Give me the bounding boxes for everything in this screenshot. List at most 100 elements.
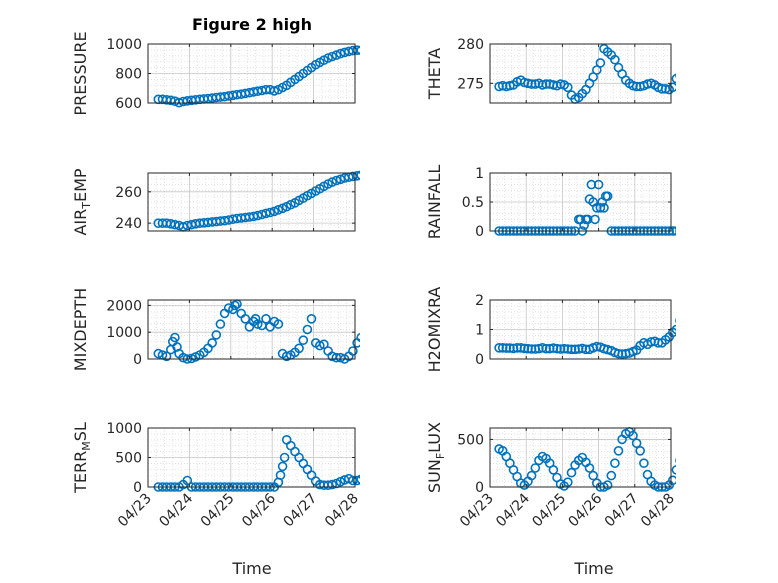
data-point (595, 58, 606, 68)
subplot-grid: 600 800 1000 PRESSURE 275 280 THETA 240260AIRTE… (71, 31, 678, 530)
data-point (352, 45, 360, 55)
data-point (302, 324, 313, 335)
data-point (265, 207, 275, 218)
subplot-rainfall: 0 0.5 1 RAINFALL (425, 165, 676, 240)
data-point (668, 82, 676, 93)
y-tick-label: 500 (115, 451, 142, 467)
data-point (335, 48, 346, 59)
data-point (610, 458, 620, 469)
data-point (331, 50, 342, 60)
ylabel: H2OMIXRA (425, 287, 444, 373)
y-tick-label: 240 (115, 216, 142, 232)
data-point (252, 319, 263, 329)
subplot-air-temp: 240 260 AIRTEMP (71, 168, 360, 236)
ylabel: AIRTEMP (71, 168, 93, 235)
marker-series (494, 317, 676, 359)
y-tick-label: 1000 (106, 421, 142, 437)
data-point (635, 445, 646, 456)
data-point (211, 330, 222, 340)
y-tick-label: 1000 (106, 325, 142, 341)
data-point (586, 179, 597, 190)
data-point (331, 175, 342, 186)
data-point (505, 80, 515, 91)
data-point (671, 465, 676, 475)
ylabel: PRESSURE (71, 31, 90, 115)
data-point (562, 82, 573, 93)
ylabel: THETA (425, 48, 444, 100)
data-point (562, 477, 573, 488)
y-tick-label: 1000 (106, 37, 142, 53)
data-point (170, 219, 180, 230)
xlabel-left: Time (231, 559, 271, 578)
data-point (595, 203, 606, 213)
data-point (277, 461, 288, 472)
plot-area (148, 173, 355, 231)
data-point (631, 438, 642, 449)
data-point (599, 203, 609, 213)
data-point (281, 351, 292, 362)
data-point (170, 332, 180, 343)
marker-series (494, 43, 676, 104)
data-point (348, 346, 358, 356)
data-point (261, 313, 271, 324)
data-point (279, 452, 290, 463)
data-point (356, 45, 360, 55)
data-point (215, 319, 226, 329)
y-tick-label: 0 (133, 480, 142, 496)
data-point (240, 313, 251, 324)
data-point (207, 338, 217, 348)
data-point (497, 80, 508, 91)
axes-box (147, 172, 356, 232)
data-point (327, 479, 338, 490)
data-point (530, 463, 541, 473)
data-point (166, 95, 176, 106)
data-point (306, 313, 317, 324)
subplot-pressure: 600 800 1000 PRESSURE (71, 31, 360, 116)
figure-title: Figure 2 high (192, 15, 312, 34)
data-point (314, 340, 325, 351)
y-tick-label: 275 (457, 76, 484, 92)
marker-series (153, 170, 360, 232)
y-tick-label: 0 (475, 352, 484, 368)
axes-box (489, 427, 672, 488)
data-point (230, 300, 240, 311)
data-point (161, 351, 172, 362)
data-point (298, 335, 309, 346)
data-point (671, 324, 676, 335)
data-point (252, 210, 263, 221)
data-point (327, 177, 338, 187)
data-point (671, 226, 676, 236)
data-point (628, 430, 638, 441)
data-point (602, 191, 613, 201)
marker-series (153, 299, 360, 364)
data-point (182, 475, 193, 486)
y-tick-label: 1 (475, 166, 484, 182)
data-point (494, 81, 504, 92)
data-point (356, 474, 360, 484)
y-tick-label: 0.5 (462, 195, 484, 211)
data-point (668, 475, 676, 486)
data-point (590, 214, 600, 225)
data-point (671, 73, 676, 84)
y-tick-label: 600 (115, 96, 142, 112)
y-tick-label: 2000 (106, 298, 142, 314)
data-point (548, 465, 559, 475)
data-point (352, 171, 360, 181)
data-point (273, 319, 284, 329)
data-point (566, 467, 577, 478)
xlabel-right: Time (573, 559, 613, 578)
data-point (356, 170, 360, 180)
y-tick-label: 800 (115, 67, 142, 83)
data-point (273, 205, 284, 215)
ylabel: TERRMSL (71, 422, 93, 494)
data-point (602, 480, 613, 490)
subplot-theta: 275 280 THETA (425, 37, 676, 104)
data-point (269, 86, 280, 96)
y-tick-label: 280 (457, 37, 484, 53)
data-point (606, 470, 617, 481)
axes-box (489, 43, 672, 104)
data-point (352, 475, 360, 486)
data-point (153, 348, 164, 359)
y-tick-label: 1 (475, 323, 484, 339)
